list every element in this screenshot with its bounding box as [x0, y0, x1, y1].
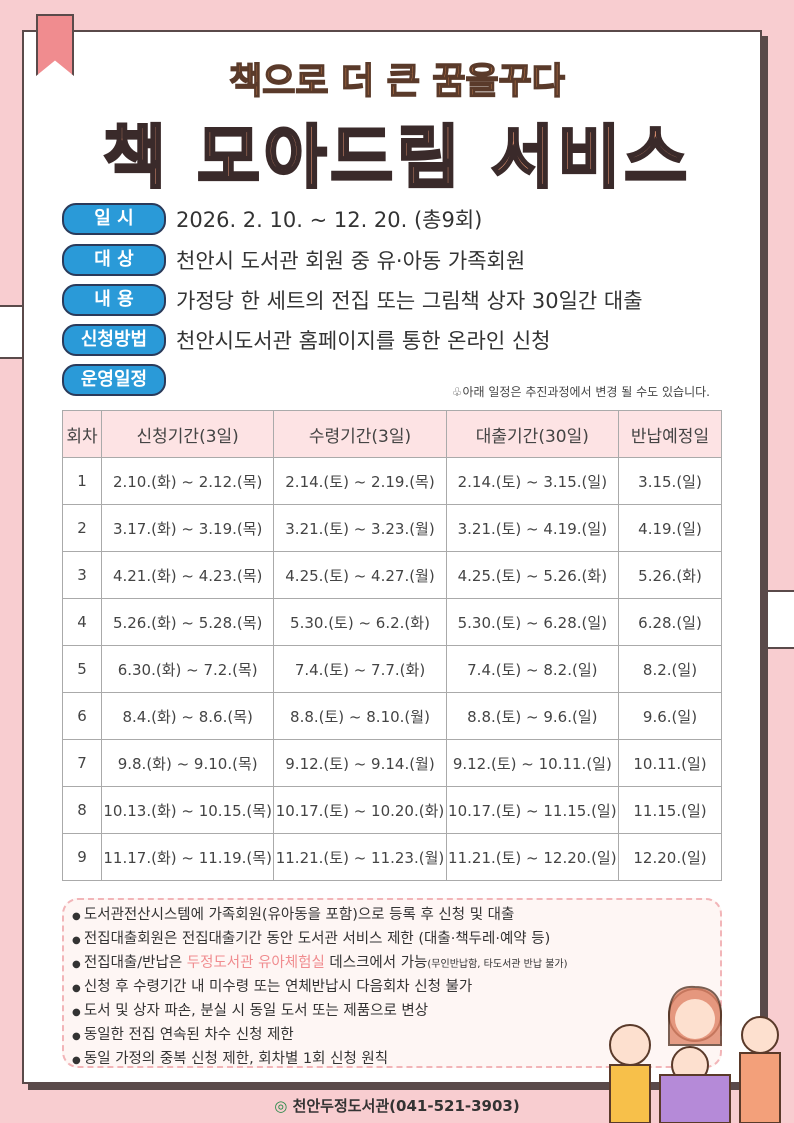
column-header: 대출기간(30일)	[445, 410, 620, 458]
table-cell: 7.4.(토) ~ 8.2.(일)	[445, 645, 620, 693]
table-cell: 4	[62, 598, 102, 646]
table-cell: 8.4.(화) ~ 8.6.(목)	[100, 692, 275, 740]
page-title: 책 모아드림 서비스	[102, 118, 691, 200]
column-header: 수령기간(3일)	[273, 410, 447, 458]
note-item: 동일한 전집 연속된 차수 신청 제한	[72, 1024, 720, 1048]
column-header: 반납예정일	[618, 410, 722, 458]
table-cell: 9	[62, 833, 102, 881]
table-cell: 7.4.(토) ~ 7.7.(화)	[273, 645, 447, 693]
table-row: 5 6.30.(화) ~ 7.2.(목) 7.4.(토) ~ 7.7.(화) 7.4.…	[62, 645, 722, 693]
table-row: 1 2.10.(화) ~ 2.12.(목) 2.14.(토) ~ 2.19.(목) 2…	[62, 457, 722, 505]
schedule-table: 회차 신청기간(3일) 수령기간(3일) 대출기간(30일) 반납예정일 1 2.10.(…	[62, 410, 722, 881]
note-text: 전집대출/반납은	[83, 955, 187, 971]
table-cell: 8	[62, 786, 102, 834]
schedule-note: ♧아래 일정은 추진과정에서 변경 될 수도 있습니다.	[451, 385, 710, 399]
label-pill: 대 상	[62, 244, 166, 276]
table-cell: 6.30.(화) ~ 7.2.(목)	[100, 645, 275, 693]
table-cell: 5.26.(화)	[618, 551, 722, 599]
table-cell: 6	[62, 692, 102, 740]
label-pill: 일 시	[62, 203, 166, 235]
table-cell: 4.25.(토) ~ 5.26.(화)	[445, 551, 620, 599]
table-cell: 8.8.(토) ~ 9.6.(일)	[445, 692, 620, 740]
table-cell: 2.14.(토) ~ 2.19.(목)	[273, 457, 447, 505]
info-row-date: 일 시 2026. 2. 10. ~ 12. 20. (총9회)	[62, 203, 482, 235]
table-cell: 11.15.(일)	[618, 786, 722, 834]
label-pill: 신청방법	[62, 324, 166, 356]
table-cell: 5.26.(화) ~ 5.28.(목)	[100, 598, 275, 646]
table-row: 8 10.13.(화) ~ 10.15.(목) 10.17.(토) ~ 10.20.…	[62, 786, 722, 834]
table-cell: 3.17.(화) ~ 3.19.(목)	[100, 504, 275, 552]
table-cell: 4.19.(일)	[618, 504, 722, 552]
table-cell: 10.11.(일)	[618, 739, 722, 787]
note-item: 동일 가정의 중복 신청 제한, 회차별 1회 신청 원칙	[72, 1048, 720, 1072]
column-header: 회차	[62, 410, 102, 458]
library-logo-icon: ◎	[274, 1097, 293, 1115]
table-cell: 2.14.(토) ~ 3.15.(일)	[445, 457, 620, 505]
table-cell: 11.21.(토) ~ 12.20.(일)	[445, 833, 620, 881]
table-cell: 11.17.(화) ~ 11.19.(목)	[100, 833, 275, 881]
library-contact: ◎ 천안두정도서관(041-521-3903)	[0, 1095, 794, 1116]
table-cell: 4.21.(화) ~ 4.23.(목)	[100, 551, 275, 599]
table-cell: 9.8.(화) ~ 9.10.(목)	[100, 739, 275, 787]
table-cell: 3.21.(토) ~ 3.23.(월)	[273, 504, 447, 552]
table-cell: 2.10.(화) ~ 2.12.(목)	[100, 457, 275, 505]
subtitle: 책으로 더 큰 꿈을꾸다	[228, 60, 565, 103]
note-highlight: 두정도서관 유아체험실	[186, 955, 325, 971]
column-header: 신청기간(3일)	[100, 410, 275, 458]
info-row-schedule: 운영일정	[62, 364, 166, 396]
table-cell: 11.21.(토) ~ 11.23.(월)	[273, 833, 447, 881]
table-row: 6 8.4.(화) ~ 8.6.(목) 8.8.(토) ~ 8.10.(월) 8.8.…	[62, 692, 722, 740]
table-cell: 4.25.(토) ~ 4.27.(월)	[273, 551, 447, 599]
label-pill: 운영일정	[62, 364, 166, 396]
footer-text: 천안두정도서관(041-521-3903)	[292, 1097, 520, 1115]
note-item: 도서 및 상자 파손, 분실 시 동일 도서 또는 제품으로 변상	[72, 1000, 720, 1024]
table-cell: 3.21.(토) ~ 4.19.(일)	[445, 504, 620, 552]
table-cell: 9.12.(토) ~ 10.11.(일)	[445, 739, 620, 787]
table-cell: 9.12.(토) ~ 9.14.(월)	[273, 739, 447, 787]
table-row: 4 5.26.(화) ~ 5.28.(목) 5.30.(토) ~ 6.2.(화) 5.…	[62, 598, 722, 646]
table-row: 2 3.17.(화) ~ 3.19.(목) 3.21.(토) ~ 3.23.(월) 3…	[62, 504, 722, 552]
table-cell: 8.2.(일)	[618, 645, 722, 693]
info-value: 가정당 한 세트의 전집 또는 그림책 상자 30일간 대출	[176, 289, 643, 313]
note-item: 전집대출회원은 전집대출기간 동안 도서관 서비스 제한 (대출·책두레·예약 …	[72, 928, 720, 952]
family-reading-illustration	[609, 985, 781, 1123]
table-header: 회차 신청기간(3일) 수령기간(3일) 대출기간(30일) 반납예정일	[62, 410, 722, 458]
table-cell: 8.8.(토) ~ 8.10.(월)	[273, 692, 447, 740]
table-cell: 1	[62, 457, 102, 505]
table-cell: 3.15.(일)	[618, 457, 722, 505]
table-cell: 6.28.(일)	[618, 598, 722, 646]
note-item: 전집대출/반납은 두정도서관 유아체험실 데스크에서 가능(무인반납함, 타도서…	[72, 952, 720, 976]
note-text: 데스크에서 가능	[324, 955, 428, 971]
table-cell: 9.6.(일)	[618, 692, 722, 740]
info-row-apply: 신청방법 천안시도서관 홈페이지를 통한 온라인 신청	[62, 324, 550, 356]
note-small: (무인반납함, 타도서관 반납 불가)	[427, 959, 568, 970]
table-row: 9 11.17.(화) ~ 11.19.(목) 11.21.(토) ~ 11.23.…	[62, 833, 722, 881]
table-cell: 5	[62, 645, 102, 693]
table-cell: 2	[62, 504, 102, 552]
table-cell: 3	[62, 551, 102, 599]
table-cell: 10.13.(화) ~ 10.15.(목)	[100, 786, 275, 834]
note-item: 도서관전산시스템에 가족회원(유아동을 포함)으로 등록 후 신청 및 대출	[72, 904, 720, 928]
table-row: 7 9.8.(화) ~ 9.10.(목) 9.12.(토) ~ 9.14.(월) 9.…	[62, 739, 722, 787]
table-cell: 12.20.(일)	[618, 833, 722, 881]
info-value: 천안시 도서관 회원 중 유·아동 가족회원	[176, 249, 526, 273]
table-cell: 5.30.(토) ~ 6.2.(화)	[273, 598, 447, 646]
info-value: 2026. 2. 10. ~ 12. 20. (총9회)	[176, 208, 483, 232]
table-cell: 10.17.(토) ~ 10.20.(화)	[273, 786, 447, 834]
label-pill: 내 용	[62, 284, 166, 316]
info-row-target: 대 상 천안시 도서관 회원 중 유·아동 가족회원	[62, 244, 525, 276]
table-cell: 7	[62, 739, 102, 787]
table-cell: 5.30.(토) ~ 6.28.(일)	[445, 598, 620, 646]
note-item: 신청 후 수령기간 내 미수령 또는 연체반납시 다음회차 신청 불가	[72, 976, 720, 1000]
info-row-content: 내 용 가정당 한 세트의 전집 또는 그림책 상자 30일간 대출	[62, 284, 643, 316]
table-cell: 10.17.(토) ~ 11.15.(일)	[445, 786, 620, 834]
info-value: 천안시도서관 홈페이지를 통한 온라인 신청	[176, 329, 551, 353]
table-row: 3 4.21.(화) ~ 4.23.(목) 4.25.(토) ~ 4.27.(월) 4…	[62, 551, 722, 599]
